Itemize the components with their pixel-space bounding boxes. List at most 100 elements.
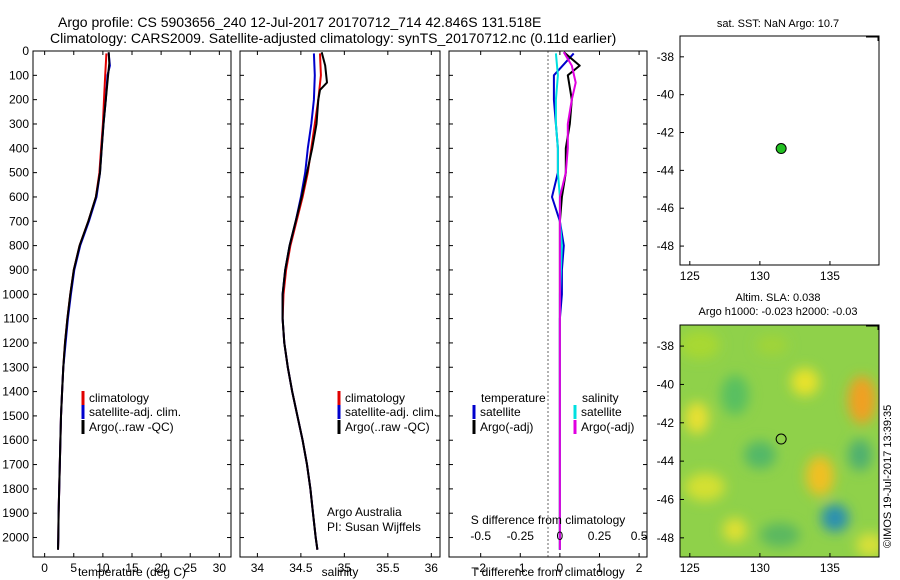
x-tick-label: 0: [557, 561, 564, 575]
x-tick-label: -1: [515, 561, 526, 575]
series-line-climatology: [57, 53, 108, 550]
sla-blob: [848, 376, 876, 424]
y-tick-label: 1700: [2, 458, 29, 472]
map-x-tick-label: 135: [820, 269, 840, 283]
map-x-tick-label: 130: [750, 561, 770, 575]
sla-map-coastline: [866, 325, 879, 330]
y-tick-label: 1200: [2, 336, 29, 350]
temperature-axes-box: [32, 50, 232, 558]
sla-blob: [685, 473, 725, 501]
y-tick-label: 1400: [2, 385, 29, 399]
difference-legend-s-satellite: satellite: [581, 405, 622, 419]
difference-legend: temperature salinity satellite Argo(-adj…: [472, 391, 634, 434]
difference-panel: -2 -1 0 1 2 T difference from climatology S …: [448, 50, 648, 579]
difference-legend-s-argo: Argo(-adj): [581, 420, 634, 434]
x-tick-label: 1: [596, 561, 603, 575]
difference-xlabel-t: T difference from climatology: [471, 565, 625, 579]
argo-float-position: [775, 143, 787, 155]
sla-heatmap: [680, 325, 879, 557]
sla-blob: [685, 402, 709, 434]
s-tick-label: -0.5: [470, 529, 491, 543]
x-tick-label: 35: [338, 561, 352, 575]
footer-stamp: ©IMOS 19-Jul-2017 13:39:35: [882, 405, 894, 548]
header-line1: Argo profile: CS 5903656_240 12-Jul-2017…: [58, 14, 541, 30]
y-tick-label: 1900: [2, 506, 29, 520]
map-y-tick-label: -48: [657, 239, 675, 253]
y-tick-label: 1300: [2, 360, 29, 374]
y-tick-label: 900: [9, 263, 29, 277]
x-tick-label: 34: [251, 561, 265, 575]
x-tick-label: 30: [213, 561, 227, 575]
difference-legend-head-salinity: salinity: [582, 391, 619, 405]
y-tick-label: 300: [9, 117, 29, 131]
map-y-tick-label: -42: [657, 126, 675, 140]
salinity-annotation-pi: PI: Susan Wijffels: [327, 520, 421, 534]
sla-blob: [848, 439, 872, 471]
y-tick-label: 1600: [2, 433, 29, 447]
s-tick-label: 0.5: [631, 529, 648, 543]
y-tick-label: 800: [9, 239, 29, 253]
sst-map-panel: sat. SST: NaN Argo: 10.7 125 130 135 -38 -40…: [657, 18, 880, 283]
series-line-argo-raw-qc: [281, 51, 328, 550]
series-line-t-argo-adj: [558, 51, 581, 550]
y-tick-label: 1800: [2, 482, 29, 496]
map-y-tick-label: -44: [657, 454, 675, 468]
sla-blob: [791, 368, 819, 396]
salinity-panel: 34 34.5 35 35.5 36 salinity climatology sate…: [239, 50, 441, 579]
map-y-tick-label: -38: [657, 50, 675, 64]
map-y-tick-label: -46: [657, 492, 675, 506]
x-tick-label: 25: [184, 561, 198, 575]
salinity-annotation-institution: Argo Australia: [327, 505, 402, 519]
temperature-legend-satellite: satellite-adj. clim.: [89, 405, 181, 419]
sla-map-panel: Altim. SLA: 0.038 Argo h1000: -0.023 h20…: [657, 292, 880, 575]
map-y-tick-label: -38: [657, 339, 675, 353]
map-y-tick-label: -44: [657, 163, 675, 177]
header-line2: Climatology: CARS2009. Satellite-adjuste…: [50, 30, 616, 46]
y-tick-label: 500: [9, 166, 29, 180]
y-tick-label: 0: [22, 44, 29, 58]
salinity-legend-satellite: satellite-adj. clim.: [345, 405, 437, 419]
temperature-panel: 0 100 200 300 400 500 600 700 800 900 1000 1100 1200…: [2, 44, 232, 579]
sla-blob: [756, 335, 788, 355]
argo-float-position: [775, 433, 787, 445]
map-y-tick-label: -42: [657, 416, 675, 430]
x-tick-label: 34.5: [289, 561, 313, 575]
y-tick-label: 2000: [2, 531, 29, 545]
sla-blob: [744, 441, 776, 469]
sst-map-title: sat. SST: NaN Argo: 10.7: [717, 18, 839, 30]
difference-legend-head-temperature: temperature: [481, 391, 546, 405]
y-tick-label: 1000: [2, 287, 29, 301]
temperature-legend-climatology: climatology: [89, 391, 149, 405]
y-tick-label: 600: [9, 190, 29, 204]
y-tick-label: 200: [9, 93, 29, 107]
map-x-tick-label: 130: [750, 269, 770, 283]
temperature-legend-argo: Argo(..raw -QC): [89, 420, 174, 434]
x-tick-label: 36: [425, 561, 439, 575]
x-tick-label: 35.5: [376, 561, 400, 575]
sla-blob: [723, 518, 747, 542]
sla-blob: [806, 456, 834, 496]
salinity-legend-climatology: climatology: [345, 391, 405, 405]
y-tick-label: 100: [9, 68, 29, 82]
sla-map-axes-box: [679, 324, 880, 558]
difference-legend-t-satellite: satellite: [480, 405, 521, 419]
y-tick-label: 1500: [2, 409, 29, 423]
sla-blob: [721, 375, 749, 415]
series-line-argo-raw-qc: [57, 52, 111, 550]
map-y-tick-label: -40: [657, 377, 675, 391]
sla-blob: [856, 533, 879, 557]
x-tick-label: 2: [636, 561, 643, 575]
s-tick-label: 0.25: [588, 529, 612, 543]
map-x-tick-label: 125: [680, 269, 700, 283]
y-tick-label: 700: [9, 214, 29, 228]
sla-blob: [821, 504, 849, 532]
salinity-legend: climatology satellite-adj. clim. Argo(..…: [337, 391, 437, 434]
y-tick-label: 1100: [3, 312, 29, 326]
sla-map-title2: Argo h1000: -0.023 h2000: -0.03: [698, 306, 857, 318]
map-y-tick-label: -46: [657, 201, 675, 215]
sla-heatmap-field: [680, 331, 879, 557]
map-x-tick-label: 125: [680, 561, 700, 575]
difference-legend-t-argo: Argo(-adj): [480, 420, 533, 434]
y-tick-label: 400: [9, 141, 29, 155]
x-tick-label: -2: [475, 561, 486, 575]
